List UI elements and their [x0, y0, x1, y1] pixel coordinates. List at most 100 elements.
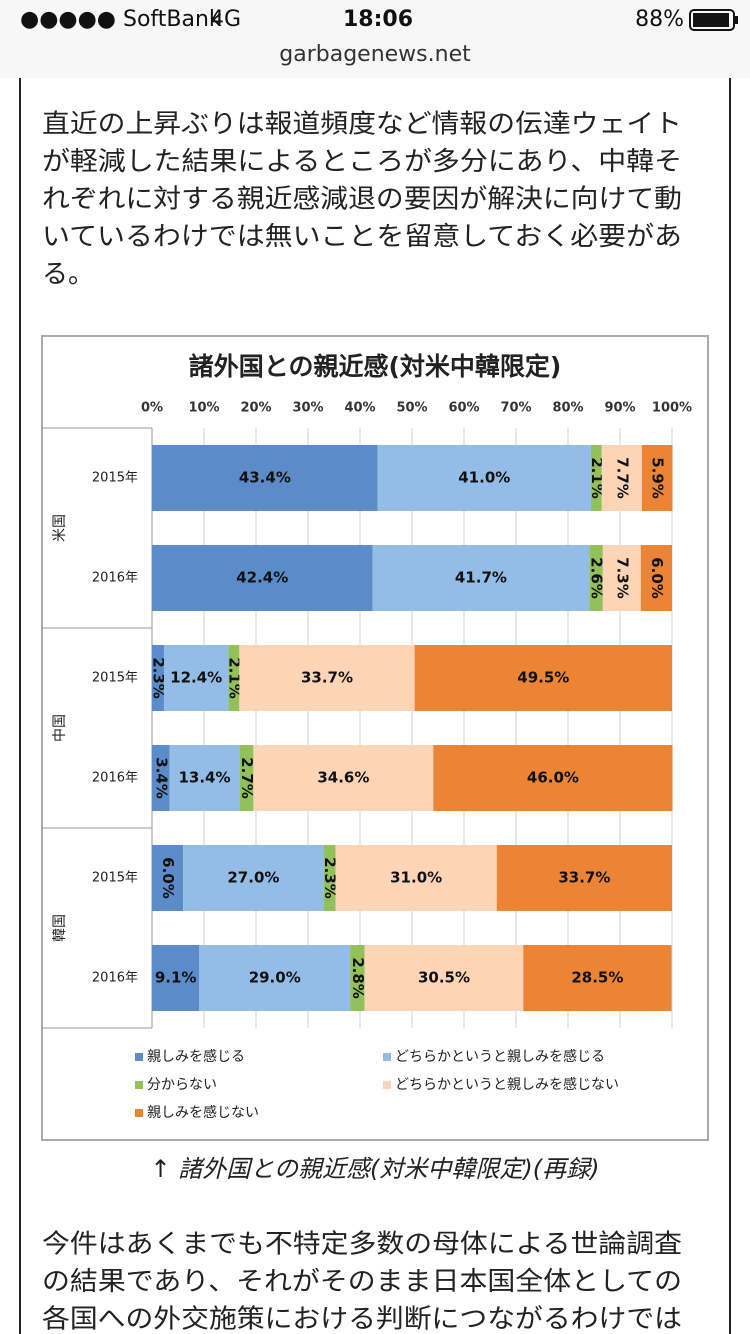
paragraph-line: 今件はあくまでも不特定多数の母体による世論調査 — [42, 1230, 682, 1260]
data-label: 43.4% — [239, 469, 291, 487]
bar-segment — [183, 845, 324, 911]
data-label: 7.7% — [613, 457, 631, 499]
bar-segment — [601, 445, 642, 511]
data-label: 33.7% — [301, 669, 353, 687]
chart-title: 諸外国との親近感(対米中韓限定) — [189, 352, 562, 381]
bar-segment — [152, 845, 184, 911]
y-tick-label: 2016年 — [92, 971, 138, 986]
paragraph-line: 直近の上昇ぶりは報道頻度など情報の伝達ウェイト — [42, 110, 682, 140]
bar-segment — [239, 745, 254, 811]
bar-segment — [372, 545, 590, 611]
bar-segment — [152, 745, 170, 811]
y-tick-label: 2016年 — [92, 771, 138, 786]
battery-tip — [735, 16, 738, 24]
paragraph-line: が軽減した結果によるところが多分にあり、中韓そ — [42, 147, 682, 177]
data-label: 2.6% — [588, 557, 606, 599]
carrier: ●●●●● SoftBank — [20, 7, 222, 32]
status-bar-bg — [0, 0, 750, 78]
data-label: 28.5% — [571, 969, 623, 987]
data-label: 33.7% — [558, 869, 610, 887]
legend-label: 親しみを感じない — [147, 1104, 259, 1121]
data-label: 27.0% — [227, 869, 279, 887]
data-label: 2.8% — [349, 957, 367, 999]
bar-segment — [169, 745, 240, 811]
bar-segment — [152, 645, 164, 711]
legend-swatch — [135, 1081, 143, 1089]
x-tick-label: 80% — [552, 401, 583, 416]
data-label: 3.4% — [152, 757, 170, 799]
bar-segment — [377, 445, 591, 511]
x-tick-label: 20% — [240, 401, 271, 416]
bar-segment — [433, 745, 673, 811]
data-label: 5.9% — [649, 457, 667, 499]
data-label: 2.1% — [588, 457, 606, 499]
legend-swatch — [135, 1109, 143, 1117]
data-label: 31.0% — [390, 869, 442, 887]
data-label: 46.0% — [527, 769, 579, 787]
battery-level — [693, 13, 729, 27]
data-label: 41.0% — [458, 469, 510, 487]
bar-segment — [590, 445, 602, 511]
y-tick-label: 2016年 — [92, 571, 138, 586]
x-tick-label: 90% — [604, 401, 635, 416]
bar-segment — [323, 845, 336, 911]
bar-segment — [640, 545, 672, 611]
bar-segment — [602, 545, 641, 611]
group-label: 米国 — [52, 514, 68, 542]
y-tick-label: 2015年 — [92, 471, 138, 486]
bar-segment — [414, 645, 672, 711]
paragraph-line: れぞれに対する親近感減退の要因が解決に向けて動 — [42, 185, 682, 215]
legend-label: 親しみを感じる — [147, 1048, 245, 1065]
data-label: 2.1% — [225, 657, 243, 699]
battery-percent: 88% — [635, 7, 684, 32]
bar-segment — [152, 445, 378, 511]
y-tick-label: 2015年 — [92, 871, 138, 886]
bar-segment — [253, 745, 434, 811]
bar-segment — [589, 545, 603, 611]
bar-segment — [163, 645, 229, 711]
data-label: 2.3% — [149, 657, 167, 699]
x-tick-label: 0% — [141, 401, 163, 416]
x-tick-label: 70% — [500, 401, 531, 416]
data-label: 49.5% — [517, 669, 569, 687]
data-label: 7.3% — [613, 557, 631, 599]
data-label: 2.7% — [238, 757, 256, 799]
data-label: 6.0% — [648, 557, 666, 599]
x-tick-label: 10% — [188, 401, 219, 416]
clock: 18:06 — [343, 7, 413, 32]
paragraph-line: る。 — [42, 260, 94, 290]
data-label: 9.1% — [155, 969, 197, 987]
data-label: 2.3% — [321, 857, 339, 899]
y-tick-label: 2015年 — [92, 671, 138, 686]
x-tick-label: 30% — [292, 401, 323, 416]
data-label: 13.4% — [178, 769, 230, 787]
x-tick-label: 60% — [448, 401, 479, 416]
paragraph-line: 各国への外交施策における判断につながるわけでは — [42, 1305, 682, 1334]
legend-swatch — [135, 1053, 143, 1061]
url[interactable]: garbagenews.net — [279, 42, 471, 67]
legend-label: 分からない — [147, 1077, 217, 1093]
paragraph-line: の結果であり、それがそのまま日本国全体としての — [42, 1267, 682, 1297]
caption: ↑ 諸外国との親近感(対米中韓限定)(再録) — [151, 1155, 600, 1183]
legend-swatch — [383, 1053, 391, 1061]
bar-segment — [496, 845, 672, 911]
bar-segment — [239, 645, 415, 711]
bar-segment — [335, 845, 497, 911]
bar-segment — [523, 945, 672, 1011]
data-label: 30.5% — [418, 969, 470, 987]
bar-segment — [641, 445, 673, 511]
bar-segment — [228, 645, 240, 711]
bar-segment — [364, 945, 524, 1011]
x-tick-label: 40% — [344, 401, 375, 416]
legend-label: どちらかというと親しみを感じない — [395, 1076, 619, 1093]
data-label: 29.0% — [249, 969, 301, 987]
network: 4G — [210, 7, 241, 32]
battery-icon — [689, 9, 735, 31]
paragraph-line: いているわけでは無いことを留意しておく必要があ — [42, 222, 682, 252]
x-tick-label: 100% — [652, 401, 692, 416]
bar-segment — [350, 945, 365, 1011]
bar-segment — [199, 945, 351, 1011]
group-label: 韓国 — [52, 914, 68, 942]
data-label: 41.7% — [455, 569, 507, 587]
